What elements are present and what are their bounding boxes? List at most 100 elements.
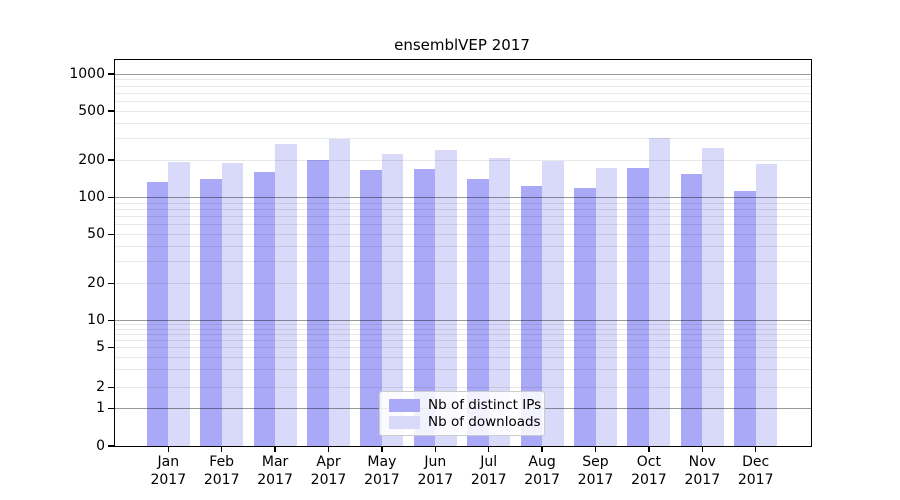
x-tick-month: Dec xyxy=(742,454,770,470)
y-tick-label-0: 0 xyxy=(96,437,105,454)
bar-jun-distinct-ips xyxy=(413,169,436,446)
x-tick-year: 2017 xyxy=(203,472,240,488)
x-tick-month: Aug xyxy=(528,454,556,470)
bar-mar-distinct-ips xyxy=(253,171,276,446)
bar-jun-downloads xyxy=(435,150,457,446)
x-tick-label-jul: Jul 2017 xyxy=(457,453,521,489)
y-tick-10 xyxy=(108,319,114,322)
y-tick-1000 xyxy=(108,73,114,75)
gridline-minor-6 xyxy=(115,339,811,341)
bar-sep-distinct-ips xyxy=(574,188,596,446)
bar-apr-downloads xyxy=(328,139,350,446)
y-tick-label-1000: 1000 xyxy=(69,65,105,82)
bar-may-downloads xyxy=(381,154,404,446)
axes-layer: 0 1 2 5 10 20 50 100 200 500 1000 Jan 2017 Feb 2017 Mar… xyxy=(69,60,811,488)
gridline-minor-30 xyxy=(115,261,811,263)
y-tick-label-100: 100 xyxy=(78,189,105,205)
legend-row-downloads: Nb of downloads xyxy=(389,414,541,430)
x-tick-sep xyxy=(594,446,597,452)
y-tick-label-10: 10 xyxy=(87,312,105,329)
x-tick-year: 2017 xyxy=(470,472,507,488)
bar-feb-distinct-ips xyxy=(200,178,222,446)
x-tick-label-dec: Dec 2017 xyxy=(724,453,788,489)
x-tick-jul xyxy=(487,446,490,452)
x-tick-year: 2017 xyxy=(417,472,454,488)
gridline-minor-5 xyxy=(115,347,811,348)
bar-jul-downloads xyxy=(488,158,511,446)
legend-swatch-distinct-ips xyxy=(389,398,420,412)
x-tick-month: Mar xyxy=(261,454,289,470)
bar-feb-downloads xyxy=(221,163,244,446)
x-tick-year: 2017 xyxy=(257,472,293,488)
y-tick-5 xyxy=(108,346,114,348)
y-tick-1 xyxy=(108,407,114,410)
x-tick-month: May xyxy=(367,454,397,470)
gridline-major-100 xyxy=(115,197,811,198)
x-tick-label-aug: Aug 2017 xyxy=(510,453,574,489)
legend-swatch-downloads xyxy=(389,415,420,429)
gridline-minor-200 xyxy=(115,159,811,161)
x-tick-label-jan: Jan 2017 xyxy=(136,453,200,489)
grid-layer xyxy=(115,60,811,446)
x-tick-apr xyxy=(327,446,330,452)
gridline-major-10 xyxy=(115,320,811,322)
x-tick-label-feb: Feb 2017 xyxy=(190,453,254,489)
bar-dec-distinct-ips xyxy=(734,191,756,446)
gridline-minor-9 xyxy=(115,324,811,326)
y-tick-label-200: 200 xyxy=(78,151,105,168)
gridline-minor-7 xyxy=(115,334,811,336)
legend-row-distinct-ips: Nb of distinct IPs xyxy=(389,397,541,413)
x-tick-may xyxy=(381,446,383,452)
gridline-minor-800 xyxy=(115,85,811,87)
x-tick-month: Apr xyxy=(316,454,341,470)
y-tick-200 xyxy=(108,159,114,161)
y-tick-500 xyxy=(108,110,114,112)
y-tick-20 xyxy=(108,282,114,285)
x-tick-label-may: May 2017 xyxy=(350,453,414,489)
x-tick-month: Jun xyxy=(424,454,447,470)
bar-mar-downloads xyxy=(275,143,297,446)
x-tick-year: 2017 xyxy=(737,472,774,488)
gridline-minor-300 xyxy=(115,138,811,140)
y-tick-100 xyxy=(108,196,114,198)
chart-title: ensemblVEP 2017 xyxy=(394,36,530,54)
x-tick-label-mar: Mar 2017 xyxy=(243,453,307,489)
x-tick-year: 2017 xyxy=(364,472,400,488)
bar-aug-distinct-ips xyxy=(520,185,543,446)
y-tick-label-1: 1 xyxy=(96,400,105,417)
y-tick-2 xyxy=(108,386,114,388)
x-tick-label-sep: Sep 2017 xyxy=(564,453,628,489)
bar-oct-distinct-ips xyxy=(627,168,649,446)
y-tick-label-500: 500 xyxy=(78,102,105,119)
x-tick-jan xyxy=(167,446,170,452)
x-tick-year: 2017 xyxy=(631,472,667,488)
gridline-minor-60 xyxy=(115,224,811,226)
gridline-minor-20 xyxy=(115,283,811,285)
bar-may-distinct-ips xyxy=(360,169,382,446)
x-tick-oct xyxy=(648,446,650,452)
x-tick-month: Oct xyxy=(636,454,661,470)
x-tick-month: Feb xyxy=(209,454,235,470)
x-tick-dec xyxy=(754,446,757,452)
y-tick-label-50: 50 xyxy=(87,226,105,243)
gridline-minor-400 xyxy=(115,122,811,124)
x-tick-mar xyxy=(274,446,276,452)
x-tick-month: Nov xyxy=(688,454,716,470)
gridline-minor-500 xyxy=(115,110,811,112)
plot-area: 0 1 2 5 10 20 50 100 200 500 1000 Jan 2017 Feb 2017 Mar… xyxy=(69,59,812,488)
x-tick-label-oct: Oct 2017 xyxy=(617,453,681,489)
gridline-minor-50 xyxy=(115,234,811,236)
x-tick-month: Jan xyxy=(157,454,180,470)
x-tick-year: 2017 xyxy=(684,472,721,488)
gridline-minor-2 xyxy=(115,387,811,388)
y-tick-50 xyxy=(108,233,114,236)
legend-label-downloads: Nb of downloads xyxy=(428,414,541,430)
gridline-minor-70 xyxy=(115,216,811,218)
bar-aug-downloads xyxy=(542,160,564,446)
x-tick-month: Sep xyxy=(582,454,609,470)
bar-nov-distinct-ips xyxy=(680,173,703,446)
x-tick-label-nov: Nov 2017 xyxy=(670,453,734,489)
x-tick-aug xyxy=(541,446,543,452)
x-tick-year: 2017 xyxy=(150,472,187,488)
